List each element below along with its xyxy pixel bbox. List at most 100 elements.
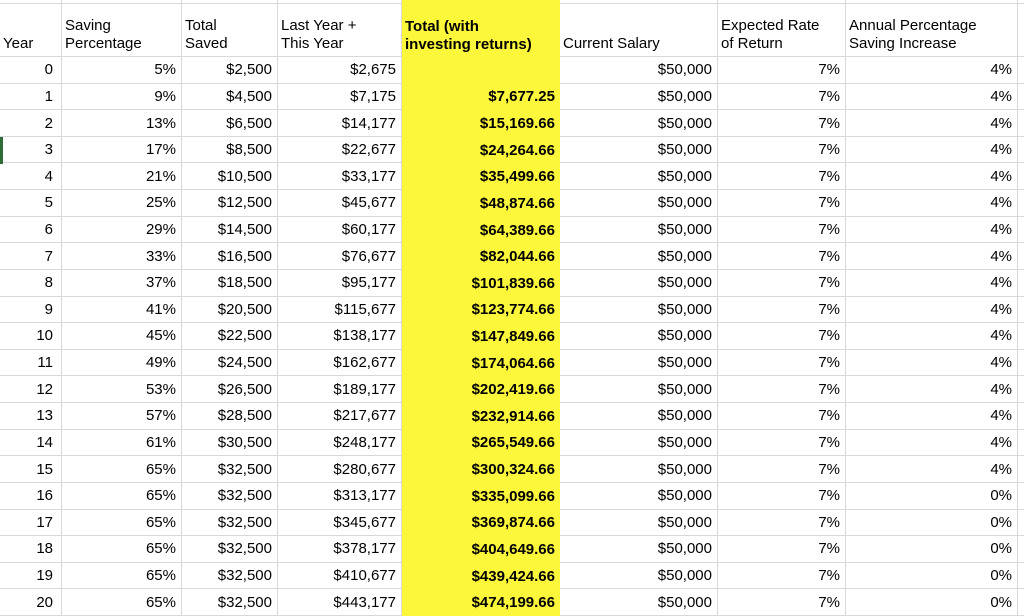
column-header-saving_percentage[interactable]: Saving Percentage: [62, 4, 182, 57]
cell-last_year_plus_this_year[interactable]: $95,177: [278, 269, 402, 297]
cell-last_year_plus_this_year[interactable]: $189,177: [278, 376, 402, 404]
cell-expected_rate_of_return[interactable]: 7%: [718, 190, 846, 217]
cell-year[interactable]: 15: [0, 456, 62, 483]
cell-last_year_plus_this_year[interactable]: $14,177: [278, 110, 402, 137]
cell-expected_rate_of_return[interactable]: 7%: [718, 163, 846, 191]
cell-annual_percentage_saving_increase[interactable]: 4%: [846, 110, 1018, 137]
cell-expected_rate_of_return[interactable]: 7%: [718, 323, 846, 350]
cell-total_saved[interactable]: $2,500: [182, 57, 278, 84]
cell-expected_rate_of_return[interactable]: 7%: [718, 429, 846, 457]
cell-total_with_investing_returns[interactable]: $123,774.66: [402, 296, 560, 324]
cell-annual_percentage_saving_increase[interactable]: 4%: [846, 376, 1018, 404]
cell-saving_percentage[interactable]: 25%: [62, 190, 182, 217]
cell-current_salary[interactable]: $50,000: [560, 190, 718, 217]
cell-total_with_investing_returns[interactable]: $64,389.66: [402, 216, 560, 244]
cell-annual_percentage_saving_increase[interactable]: 4%: [846, 243, 1018, 270]
cell-expected_rate_of_return[interactable]: 7%: [718, 403, 846, 430]
cell-last_year_plus_this_year[interactable]: $378,177: [278, 536, 402, 563]
cell-current_salary[interactable]: $50,000: [560, 296, 718, 324]
cell-year[interactable]: 19: [0, 562, 62, 590]
cell-total_with_investing_returns[interactable]: $202,419.66: [402, 376, 560, 404]
cell-annual_percentage_saving_increase[interactable]: 4%: [846, 136, 1018, 164]
cell-expected_rate_of_return[interactable]: 7%: [718, 136, 846, 164]
cell-expected_rate_of_return[interactable]: 7%: [718, 509, 846, 537]
column-header-last_year_plus_this_year[interactable]: Last Year + This Year: [278, 4, 402, 57]
cell-total_saved[interactable]: $20,500: [182, 296, 278, 324]
cell-year[interactable]: 3: [0, 136, 62, 164]
column-header-current_salary[interactable]: Current Salary: [560, 4, 718, 57]
cell-annual_percentage_saving_increase[interactable]: 4%: [846, 296, 1018, 324]
cell-annual_percentage_saving_increase[interactable]: 4%: [846, 190, 1018, 217]
cell-total_with_investing_returns[interactable]: $7,677.25: [402, 83, 560, 111]
cell-saving_percentage[interactable]: 9%: [62, 83, 182, 111]
cell-year[interactable]: 14: [0, 429, 62, 457]
cell-current_salary[interactable]: $50,000: [560, 243, 718, 270]
cell-annual_percentage_saving_increase[interactable]: 0%: [846, 482, 1018, 510]
cell-expected_rate_of_return[interactable]: 7%: [718, 456, 846, 483]
cell-year[interactable]: 18: [0, 536, 62, 563]
cell-total_saved[interactable]: $32,500: [182, 536, 278, 563]
cell-last_year_plus_this_year[interactable]: $217,677: [278, 403, 402, 430]
cell-last_year_plus_this_year[interactable]: $76,677: [278, 243, 402, 270]
cell-current_salary[interactable]: $50,000: [560, 136, 718, 164]
cell-last_year_plus_this_year[interactable]: $115,677: [278, 296, 402, 324]
cell-current_salary[interactable]: $50,000: [560, 83, 718, 111]
cell-last_year_plus_this_year[interactable]: $410,677: [278, 562, 402, 590]
cell-total_with_investing_returns[interactable]: $15,169.66: [402, 110, 560, 137]
cell-saving_percentage[interactable]: 45%: [62, 323, 182, 350]
cell-last_year_plus_this_year[interactable]: $45,677: [278, 190, 402, 217]
cell-year[interactable]: 8: [0, 269, 62, 297]
cell-total_saved[interactable]: $8,500: [182, 136, 278, 164]
cell-annual_percentage_saving_increase[interactable]: 4%: [846, 429, 1018, 457]
cell-current_salary[interactable]: $50,000: [560, 562, 718, 590]
cell-expected_rate_of_return[interactable]: 7%: [718, 216, 846, 244]
cell-current_salary[interactable]: $50,000: [560, 349, 718, 377]
cell-last_year_plus_this_year[interactable]: $313,177: [278, 482, 402, 510]
cell-year[interactable]: 4: [0, 163, 62, 191]
cell-saving_percentage[interactable]: 65%: [62, 509, 182, 537]
cell-current_salary[interactable]: $50,000: [560, 482, 718, 510]
cell-current_salary[interactable]: $50,000: [560, 589, 718, 616]
column-header-total_with_investing_returns[interactable]: Total (with investing returns): [402, 4, 560, 57]
cell-year[interactable]: 20: [0, 589, 62, 616]
cell-saving_percentage[interactable]: 65%: [62, 536, 182, 563]
cell-annual_percentage_saving_increase[interactable]: 4%: [846, 269, 1018, 297]
cell-saving_percentage[interactable]: 5%: [62, 57, 182, 84]
cell-year[interactable]: 5: [0, 190, 62, 217]
cell-last_year_plus_this_year[interactable]: $33,177: [278, 163, 402, 191]
cell-saving_percentage[interactable]: 65%: [62, 589, 182, 616]
cell-annual_percentage_saving_increase[interactable]: 4%: [846, 349, 1018, 377]
cell-last_year_plus_this_year[interactable]: $22,677: [278, 136, 402, 164]
cell-saving_percentage[interactable]: 65%: [62, 562, 182, 590]
cell-year[interactable]: 10: [0, 323, 62, 350]
cell-total_with_investing_returns[interactable]: $174,064.66: [402, 349, 560, 377]
cell-expected_rate_of_return[interactable]: 7%: [718, 376, 846, 404]
cell-annual_percentage_saving_increase[interactable]: 4%: [846, 323, 1018, 350]
cell-year[interactable]: 2: [0, 110, 62, 137]
cell-last_year_plus_this_year[interactable]: $7,175: [278, 83, 402, 111]
cell-year[interactable]: 6: [0, 216, 62, 244]
cell-total_saved[interactable]: $10,500: [182, 163, 278, 191]
cell-total_saved[interactable]: $32,500: [182, 456, 278, 483]
cell-total_with_investing_returns[interactable]: $300,324.66: [402, 456, 560, 483]
cell-total_with_investing_returns[interactable]: $369,874.66: [402, 509, 560, 537]
cell-saving_percentage[interactable]: 53%: [62, 376, 182, 404]
cell-current_salary[interactable]: $50,000: [560, 57, 718, 84]
cell-saving_percentage[interactable]: 57%: [62, 403, 182, 430]
cell-total_saved[interactable]: $26,500: [182, 376, 278, 404]
cell-current_salary[interactable]: $50,000: [560, 216, 718, 244]
cell-expected_rate_of_return[interactable]: 7%: [718, 269, 846, 297]
cell-expected_rate_of_return[interactable]: 7%: [718, 296, 846, 324]
cell-expected_rate_of_return[interactable]: 7%: [718, 243, 846, 270]
cell-expected_rate_of_return[interactable]: 7%: [718, 562, 846, 590]
cell-current_salary[interactable]: $50,000: [560, 456, 718, 483]
cell-total_with_investing_returns[interactable]: $101,839.66: [402, 269, 560, 297]
cell-saving_percentage[interactable]: 65%: [62, 482, 182, 510]
cell-last_year_plus_this_year[interactable]: $443,177: [278, 589, 402, 616]
cell-last_year_plus_this_year[interactable]: $60,177: [278, 216, 402, 244]
cell-total_saved[interactable]: $18,500: [182, 269, 278, 297]
cell-expected_rate_of_return[interactable]: 7%: [718, 83, 846, 111]
cell-total_saved[interactable]: $32,500: [182, 509, 278, 537]
cell-annual_percentage_saving_increase[interactable]: 0%: [846, 536, 1018, 563]
cell-saving_percentage[interactable]: 17%: [62, 136, 182, 164]
